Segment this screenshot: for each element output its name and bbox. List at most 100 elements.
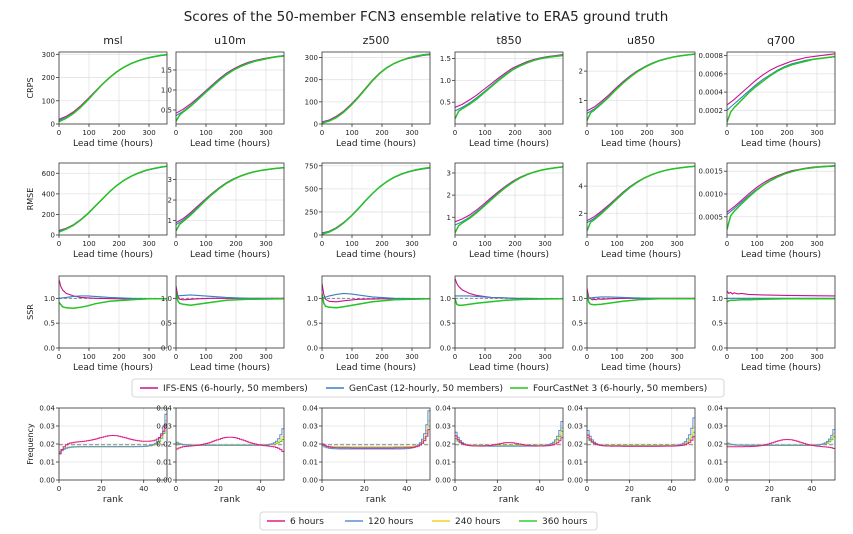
- column-title-u850: u850: [627, 34, 655, 47]
- y-tick-label: 0.0010: [699, 190, 724, 198]
- y-axis-label-rank-histogram: Frequency: [26, 423, 35, 465]
- axes-frame: [726, 275, 836, 349]
- rank-histogram-h240: [322, 420, 430, 449]
- y-tick-label: 0.5: [440, 320, 451, 328]
- x-tick-label: 200: [112, 240, 125, 248]
- plot-area: [587, 417, 695, 447]
- series-line-fcn3: [322, 293, 430, 309]
- axes-frame: [321, 275, 431, 349]
- y-axis-label-crps: CRPS: [26, 77, 35, 98]
- series-line-fcn3: [59, 165, 167, 233]
- x-axis-label: Lead time (hours): [601, 139, 681, 149]
- rank-histogram-h120: [176, 428, 284, 446]
- y-tick-label: 600: [42, 170, 55, 178]
- x-tick-label: 200: [112, 129, 125, 137]
- x-tick-label: 20: [97, 485, 106, 493]
- y-tick-label: 0.02: [156, 441, 172, 449]
- panel-u850-3: 0.00 0.01 0.02 0.03 0.04 0 20 40 rank: [567, 405, 696, 505]
- x-axis-label: Lead time (hours): [741, 250, 821, 260]
- series-line-gencast: [322, 167, 430, 234]
- y-tick-label: 0.04: [156, 405, 172, 413]
- y-tick-label: 200: [305, 76, 318, 84]
- y-tick-label: 0.02: [567, 441, 583, 449]
- axes-frame: [454, 275, 564, 349]
- y-tick-label: 0.00: [567, 477, 583, 485]
- y-tick-label: 0.00: [302, 477, 318, 485]
- x-tick-label: 200: [508, 353, 521, 361]
- panel-u10m-2: 0.0 0.5 1.0 0 100 200 300 Lead time (hours): [161, 275, 285, 373]
- y-tick-label: 0.5: [44, 320, 55, 328]
- plot-area: [455, 278, 563, 307]
- x-tick-label: 0: [320, 129, 324, 137]
- legend-models: IFS-ENS (6-hourly, 50 members) GenCast (1…: [131, 378, 725, 398]
- panel-t850-2: 0.0 0.5 1.0 0 100 200 300 Lead time (hours): [440, 275, 564, 373]
- legend-entry-h240: 240 hours: [432, 517, 501, 527]
- panel-u850-0: u850 1 2 0 100 200 300 Lead time (hours): [579, 34, 696, 149]
- figure-title: Scores of the 50-member FCN3 ensemble re…: [184, 9, 669, 25]
- x-axis-label: Lead time (hours): [190, 139, 270, 149]
- series-line-gencast: [322, 292, 430, 300]
- plot-area: [727, 429, 835, 449]
- rank-histogram-h360: [587, 431, 695, 446]
- plot-area: [322, 283, 430, 309]
- plot-area: [727, 53, 835, 123]
- x-axis-label: rank: [220, 495, 241, 505]
- plot-area: [727, 290, 835, 303]
- x-tick-label: 100: [750, 129, 763, 137]
- panel-u850-1: 2 4 0 100 200 300 Lead time (hours): [579, 162, 696, 260]
- y-tick-label: 2: [447, 192, 451, 200]
- y-tick-label: 3: [168, 176, 172, 184]
- y-tick-label: 0.01: [435, 459, 451, 467]
- y-tick-label: 0.5: [440, 99, 451, 107]
- x-tick-label: 300: [538, 353, 551, 361]
- rank-histogram-h120: [322, 410, 430, 450]
- legend-label: 6 hours: [290, 517, 324, 527]
- plot-area: [176, 55, 284, 122]
- y-tick-label: 0.04: [302, 405, 318, 413]
- y-tick-label: 300: [42, 51, 55, 59]
- x-tick-label: 20: [765, 485, 774, 493]
- x-tick-label: 0: [174, 353, 178, 361]
- panel-u850-2: 0.0 0.5 1.0 0 100 200 300 Lead time (hours): [572, 275, 696, 373]
- y-tick-label: 0.02: [302, 441, 318, 449]
- x-tick-label: 100: [82, 240, 95, 248]
- series-line-fcn3: [59, 298, 167, 310]
- x-tick-label: 200: [375, 240, 388, 248]
- axes-frame: [58, 275, 168, 349]
- plot-area: [455, 166, 563, 234]
- y-tick-label: 1.0: [440, 295, 451, 303]
- rank-histogram-h240: [587, 427, 695, 447]
- x-tick-label: 0: [320, 353, 324, 361]
- y-tick-label: 0.00: [707, 477, 723, 485]
- x-tick-label: 40: [139, 485, 148, 493]
- axes-frame: [175, 162, 285, 236]
- panel-z500-2: 0.0 0.5 1.0 0 100 200 300 Lead time (hours): [307, 275, 431, 373]
- plot-area: [322, 410, 430, 450]
- y-tick-label: 1: [579, 97, 583, 105]
- x-axis-label: Lead time (hours): [469, 250, 549, 260]
- y-axis-label-rmse: RMSE: [26, 188, 35, 211]
- panel-t850-1: 1 2 3 0 100 200 300 Lead time (hours): [447, 162, 564, 260]
- plot-area: [59, 165, 167, 233]
- y-tick-label: 100: [305, 98, 318, 106]
- y-axis-label-ssr: SSR: [26, 304, 35, 320]
- y-tick-label: 0.0002: [699, 107, 724, 115]
- series-line-fcn3: [727, 164, 835, 230]
- series-line-fcn3: [322, 53, 430, 124]
- series-line-fcn3: [455, 54, 563, 120]
- x-tick-label: 0: [57, 485, 61, 493]
- x-tick-label: 200: [508, 129, 521, 137]
- rank-histogram-h120: [59, 413, 167, 454]
- plot-area: [59, 279, 167, 310]
- y-tick-label: 0.0004: [699, 89, 724, 97]
- x-tick-label: 0: [585, 240, 589, 248]
- panel-q700-0: q700 0.0002 0.0004 0.0006 0.0008 0 100 200 300 Le…: [699, 34, 836, 149]
- series-line-fcn3: [176, 290, 284, 307]
- x-tick-label: 300: [405, 240, 418, 248]
- axes-frame: [454, 162, 564, 236]
- y-tick-label: 0.01: [707, 459, 723, 467]
- y-tick-label: 1.0: [440, 77, 451, 85]
- panel-z500-0: z500 0 100 200 300 0 100 200 300 Lead time (hours…: [305, 34, 431, 149]
- panel-u10m-3: 0.00 0.01 0.02 0.03 0.04 0 20 40 rank: [156, 405, 285, 505]
- series-line-ifs: [322, 167, 430, 234]
